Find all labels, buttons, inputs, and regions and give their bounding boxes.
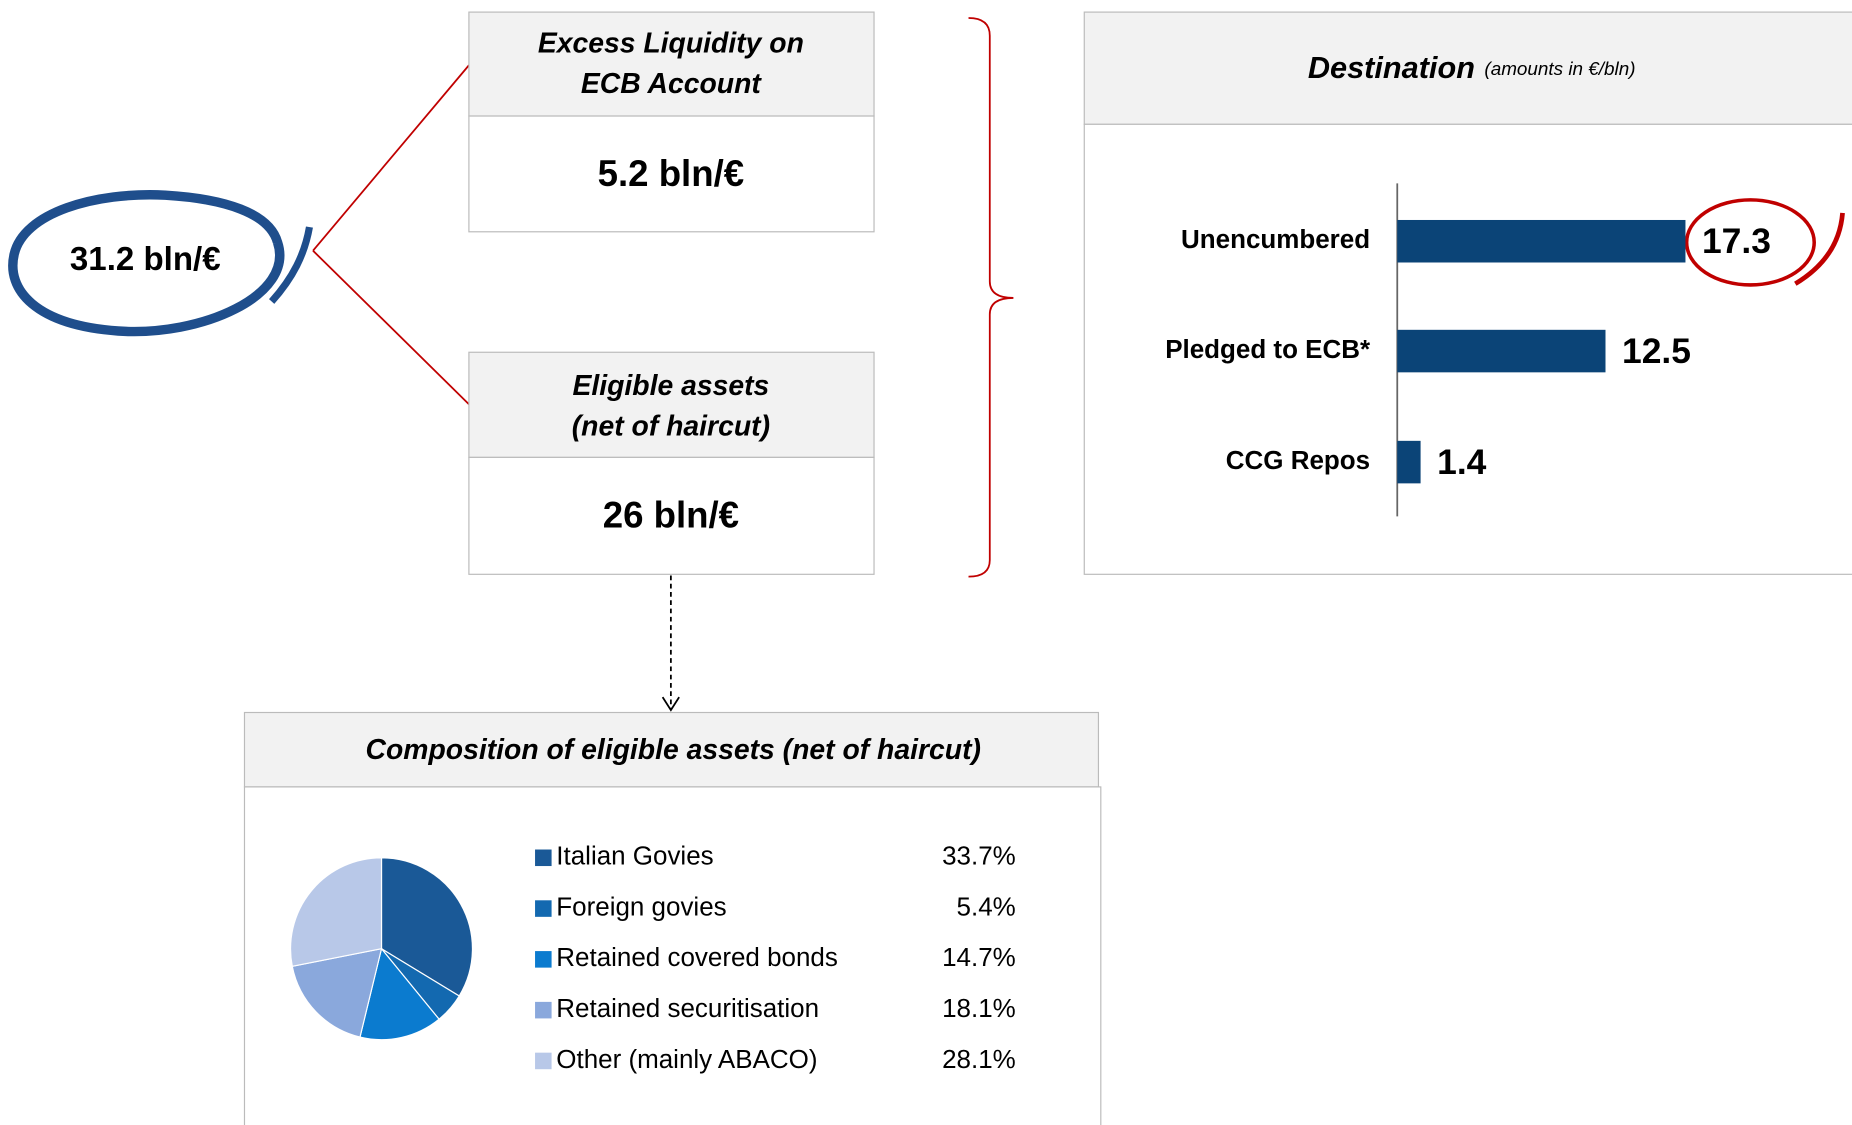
box-title: Eligible assets xyxy=(572,370,769,402)
legend-swatch xyxy=(535,951,552,968)
brace xyxy=(968,17,1014,578)
legend-label: Other (mainly ABACO) xyxy=(556,1044,817,1074)
title: Destination xyxy=(1308,50,1475,85)
legend-label: Italian Govies xyxy=(556,841,713,871)
value-label: 18.1% xyxy=(942,993,1016,1023)
value-label: 5.4% xyxy=(957,891,1016,921)
box-value: 5.2 bln/€ xyxy=(598,153,745,194)
value-label: 1.4 xyxy=(1437,442,1487,482)
category-label: Unencumbered xyxy=(1181,224,1370,254)
bar xyxy=(1397,440,1421,484)
pie-slice xyxy=(289,857,383,968)
value-label: 17.3 xyxy=(1702,221,1771,261)
pie-slice xyxy=(359,947,440,1041)
swoosh-tail xyxy=(269,226,313,304)
connector xyxy=(312,250,470,405)
value-label: 33.7% xyxy=(942,841,1016,871)
box-value: 26 bln/€ xyxy=(603,494,739,535)
box-body xyxy=(468,456,875,575)
bar xyxy=(1397,329,1606,373)
connector xyxy=(312,64,470,252)
legend-label: Retained securitisation xyxy=(556,993,819,1023)
legend-swatch xyxy=(535,900,552,917)
legend-swatch xyxy=(535,1001,552,1019)
pie-title: Composition of eligible assets (net of h… xyxy=(366,734,981,766)
legend-swatch xyxy=(535,849,552,867)
legend-swatch xyxy=(535,1052,552,1070)
panel-header xyxy=(1083,11,1852,125)
box-header xyxy=(468,11,875,117)
box-title: (net of haircut) xyxy=(572,410,770,442)
legend-label: Retained covered bonds xyxy=(556,942,838,972)
box-body xyxy=(468,115,875,233)
highlight xyxy=(1684,198,1816,287)
box-header xyxy=(468,351,875,458)
legend-label: Foreign govies xyxy=(556,891,726,921)
bar-title: Destination (amounts in €/bln) xyxy=(1308,50,1636,85)
value-label: 14.7% xyxy=(942,942,1016,972)
pie-slice xyxy=(380,857,473,997)
bar xyxy=(1397,219,1686,263)
box-title: ECB Account xyxy=(581,68,763,100)
box-title: Excess Liquidity on xyxy=(538,28,804,60)
panel-header xyxy=(243,711,1100,788)
swoosh xyxy=(8,190,285,337)
pie-slice xyxy=(291,947,383,1038)
arrow-head xyxy=(661,696,680,712)
value-label: 28.1% xyxy=(942,1044,1016,1074)
category-label: Pledged to ECB* xyxy=(1165,334,1371,364)
category-label: CCG Repos xyxy=(1226,445,1370,475)
total: 31.2 bln/€ xyxy=(70,241,221,278)
highlight-tail xyxy=(1794,212,1845,286)
subtitle: (amounts in €/bln) xyxy=(1484,59,1635,80)
value-label: 12.5 xyxy=(1622,331,1691,371)
